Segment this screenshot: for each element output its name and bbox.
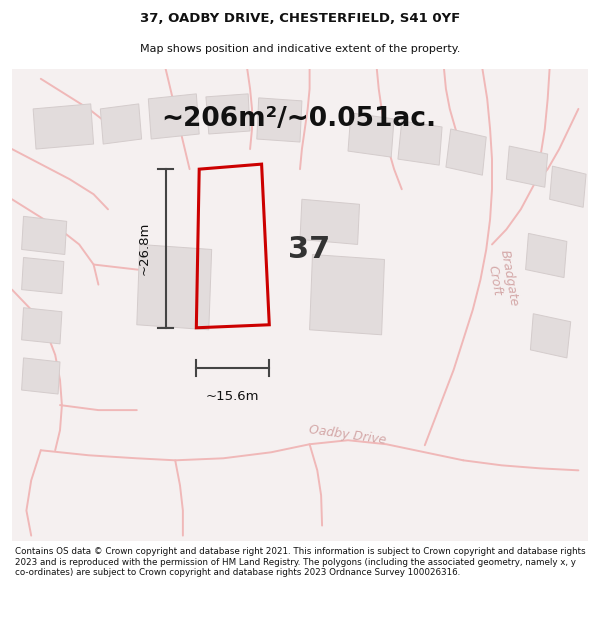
- Text: Map shows position and indicative extent of the property.: Map shows position and indicative extent…: [140, 44, 460, 54]
- Polygon shape: [148, 94, 199, 139]
- Text: Contains OS data © Crown copyright and database right 2021. This information is : Contains OS data © Crown copyright and d…: [15, 548, 586, 577]
- Text: 37, OADBY DRIVE, CHESTERFIELD, S41 0YF: 37, OADBY DRIVE, CHESTERFIELD, S41 0YF: [140, 12, 460, 25]
- Polygon shape: [206, 94, 250, 134]
- Text: Bradgate
Croft: Bradgate Croft: [483, 249, 520, 310]
- Polygon shape: [530, 314, 571, 358]
- Polygon shape: [550, 166, 586, 208]
- Polygon shape: [22, 308, 62, 344]
- Polygon shape: [22, 358, 60, 394]
- Polygon shape: [33, 104, 94, 149]
- Text: ~206m²/~0.051ac.: ~206m²/~0.051ac.: [161, 106, 436, 132]
- Polygon shape: [310, 254, 385, 335]
- Polygon shape: [398, 121, 442, 165]
- Polygon shape: [22, 216, 67, 254]
- Text: ~26.8m: ~26.8m: [138, 222, 151, 275]
- Text: ~15.6m: ~15.6m: [206, 389, 260, 402]
- Polygon shape: [300, 199, 359, 244]
- Text: Oadby Drive: Oadby Drive: [308, 423, 388, 447]
- Polygon shape: [257, 98, 302, 142]
- Text: 37: 37: [289, 235, 331, 264]
- Polygon shape: [137, 244, 212, 330]
- Polygon shape: [526, 233, 567, 278]
- Polygon shape: [22, 258, 64, 294]
- Polygon shape: [100, 104, 142, 144]
- Polygon shape: [348, 113, 394, 157]
- Polygon shape: [506, 146, 548, 188]
- Polygon shape: [446, 129, 486, 175]
